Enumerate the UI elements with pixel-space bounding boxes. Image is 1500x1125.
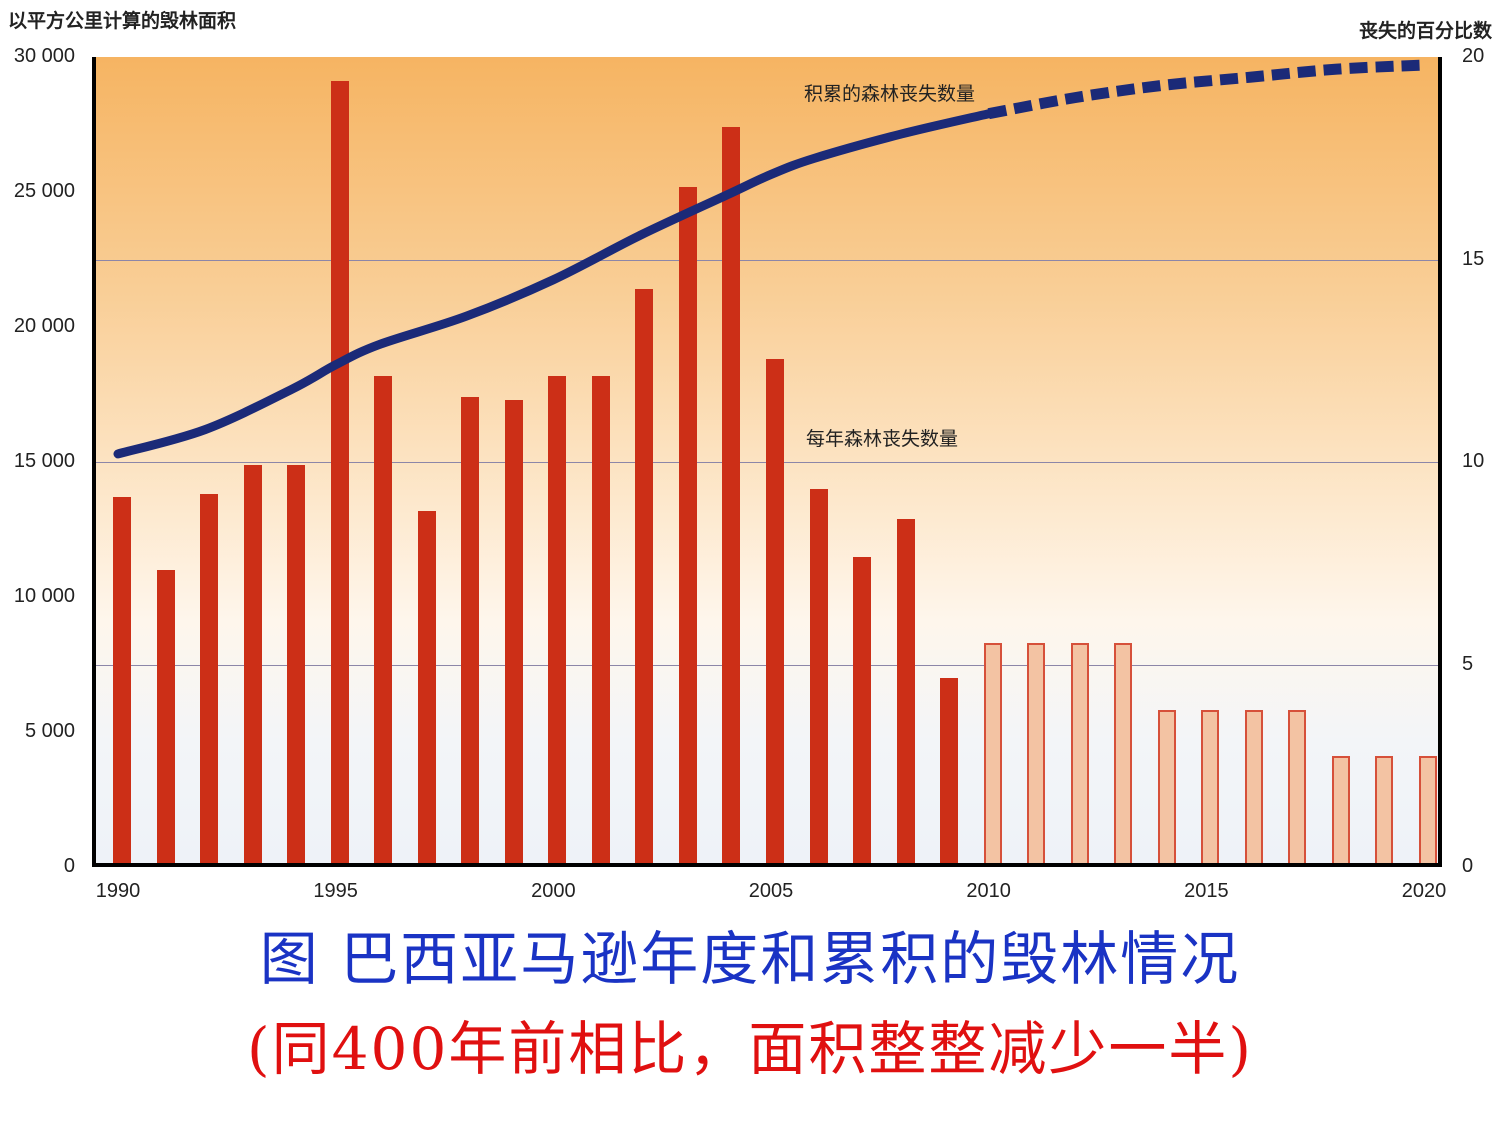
bar-2016: [1244, 710, 1263, 863]
y-tick-right: 10: [1462, 450, 1485, 472]
y-tick-right: 15: [1462, 247, 1485, 270]
bar-2013: [1114, 642, 1133, 863]
x-tick: 1990: [95, 880, 141, 902]
y-tick-left: 15 000: [13, 450, 75, 472]
x-tick: 2005: [748, 880, 794, 902]
bar-2008: [896, 518, 915, 863]
figure-caption-title: 图 巴西亚马逊年度和累积的毁林情况: [259, 925, 1241, 993]
bar-1993: [243, 464, 262, 863]
x-tick: 1995: [313, 880, 358, 902]
bar-2015: [1201, 710, 1220, 863]
y-tick-right: 20: [1462, 45, 1485, 67]
bar-2002: [635, 289, 654, 863]
bar-2017: [1288, 710, 1307, 863]
y-tick-left: 30 000: [13, 45, 75, 67]
bar-2005: [766, 359, 784, 863]
figure-caption-note: (同400年前相比，面积整整减少一半): [247, 1015, 1253, 1083]
bar-1991: [156, 570, 175, 863]
y-tick-left: 25 000: [13, 180, 75, 202]
bar-2007: [853, 556, 872, 863]
bar-2003: [678, 186, 697, 863]
bar-2004: [722, 127, 741, 863]
bar-2011: [1027, 642, 1046, 863]
bar-1999: [504, 399, 523, 863]
bar-1995: [330, 81, 349, 863]
x-tick: 2020: [1401, 880, 1447, 902]
bar-2001: [591, 375, 610, 863]
bar-1992: [200, 494, 219, 863]
x-tick: 2000: [531, 880, 576, 902]
cumulative-series-label: 积累的森林丧失数量: [804, 83, 976, 105]
x-tick: 2015: [1184, 880, 1229, 902]
y-axis-right-title: 丧失的百分比数: [1358, 20, 1492, 42]
bar-2010: [983, 642, 1002, 863]
bar-2020: [1419, 756, 1437, 863]
bar-1998: [461, 397, 480, 863]
bar-1994: [287, 464, 306, 863]
x-tick: 2010: [966, 880, 1011, 902]
y-tick-right: 0: [1462, 855, 1474, 877]
grid-line: [96, 259, 1438, 261]
y-axis-left-title: 以平方公里计算的毁林面积: [8, 10, 237, 32]
bar-2012: [1070, 642, 1089, 863]
bar-2000: [548, 375, 567, 863]
bar-2009: [940, 678, 959, 863]
y-tick-left: 5 000: [24, 720, 75, 742]
annual-series-label: 每年森林丧失数量: [806, 428, 959, 450]
plot-area: 积累的森林丧失数量 每年森林丧失数量: [92, 57, 1442, 867]
y-tick-left: 10 000: [13, 585, 75, 607]
y-tick-left: 20 000: [13, 315, 75, 337]
bar-2019: [1375, 756, 1394, 863]
bar-1996: [374, 375, 393, 863]
bar-2014: [1157, 710, 1176, 863]
y-tick-left: 0: [63, 855, 75, 877]
bar-1997: [417, 510, 436, 863]
y-tick-right: 5: [1462, 652, 1474, 675]
bar-2018: [1331, 756, 1350, 863]
bar-2006: [809, 489, 828, 863]
bar-1990: [113, 497, 131, 863]
